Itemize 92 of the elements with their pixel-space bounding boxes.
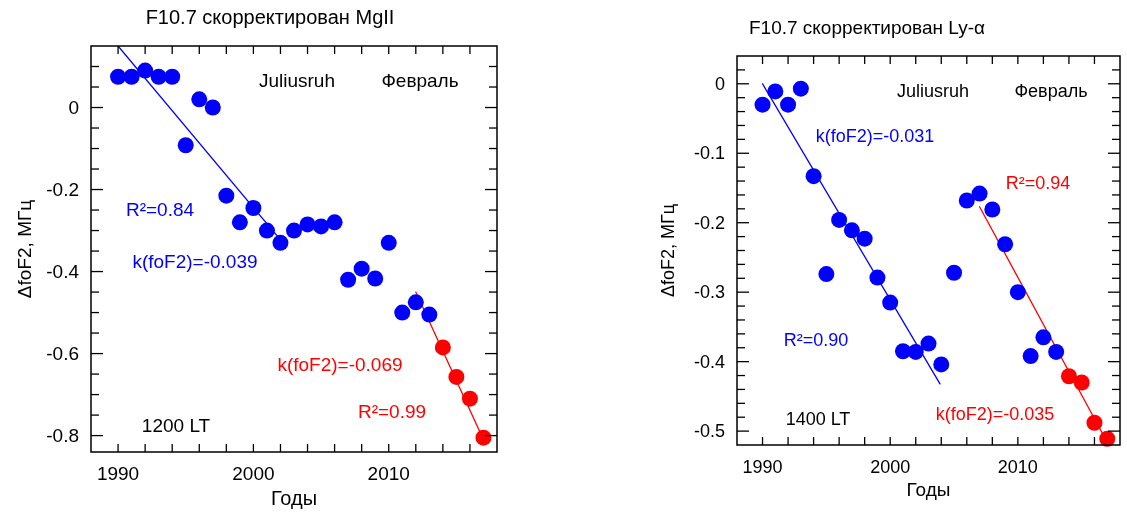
y-tick-label: -0.4 [46,261,80,283]
annotation: k(foF2)=-0.035 [935,404,1055,424]
point [461,390,478,407]
point [164,68,181,85]
x-axis-title: Годы [270,487,318,509]
x-tick-label: 1990 [742,457,783,477]
point [177,137,194,154]
point [137,62,154,79]
annotation: k(foF2)=-0.069 [277,354,403,375]
point [920,335,937,352]
point [110,68,127,85]
point [805,168,822,185]
point [933,356,950,373]
annotation: R²=0.90 [783,330,849,350]
point [204,99,221,116]
point [1060,368,1077,385]
y-axis-title: ΔfoF2, МГц [13,199,35,299]
annotation: 1400 LT [785,409,851,429]
point [754,96,771,113]
point [218,187,235,204]
point [448,368,465,385]
y-tick-label: -0.1 [693,143,725,164]
point [313,218,330,235]
y-tick-label: -0.6 [46,343,79,365]
point [831,211,848,228]
annotation: k(foF2)=-0.031 [815,126,935,146]
point [191,91,208,108]
point [245,199,262,216]
point [380,234,397,251]
annotation: Juliusruh [258,70,336,91]
point [434,339,451,356]
point [818,266,835,283]
point [1009,284,1026,301]
point [984,201,1001,218]
point [231,214,248,231]
point [326,214,343,231]
point [421,306,438,323]
point [123,68,140,85]
point [475,429,492,446]
point [869,269,886,286]
y-tick-label: -0.4 [693,351,725,372]
point [997,236,1014,253]
y-tick-label: -0.5 [693,421,725,442]
point [1048,343,1065,360]
annotation: R²=0.84 [125,199,195,220]
annotation: k(foF2)=-0.039 [132,251,258,272]
point [367,270,384,287]
point [946,264,963,281]
annotation: Февраль [1014,81,1088,101]
x-tick-label: 2010 [997,457,1038,477]
annotation: Февраль [381,70,459,91]
y-tick-label: -0.2 [693,212,725,233]
point [1086,414,1103,431]
point [353,260,370,277]
point [150,68,167,85]
y-axis-title: ΔfoF2, МГц [658,203,678,298]
annotation: R²=0.94 [1005,173,1071,193]
x-tick-label: 2010 [367,463,410,484]
point [792,80,809,97]
y-tick-label: -0.3 [693,282,725,303]
point [286,222,302,239]
y-tick-label: 0 [714,73,725,94]
point [1022,348,1039,365]
x-axis-title: Годы [906,479,951,500]
y-tick-label: -0.2 [46,179,79,201]
point [894,343,911,360]
point [767,83,784,100]
point [907,343,924,360]
annotation: R²=0.99 [357,401,427,422]
point [258,222,275,239]
point [299,216,316,233]
x-tick-label: 2000 [870,457,911,477]
chart-title: F10.7 скорректирован MgII [145,6,395,28]
point [1035,329,1052,346]
point [272,234,289,251]
point [407,294,424,311]
point [882,294,899,311]
point [958,192,975,209]
annotation: 1200 LT [141,415,211,436]
point [340,271,357,288]
point [971,185,988,202]
y-tick-label: -0.8 [46,425,79,447]
point [843,222,860,239]
point [856,230,873,247]
point [1073,374,1090,391]
chart-title: F10.7 скорректирован Ly-α [748,17,986,38]
x-tick-label: 2000 [232,463,275,484]
point [780,96,797,113]
point [394,304,411,321]
y-tick-label: 0 [68,97,79,119]
x-tick-label: 1990 [96,463,140,484]
annotation: Juliusruh [896,81,970,101]
